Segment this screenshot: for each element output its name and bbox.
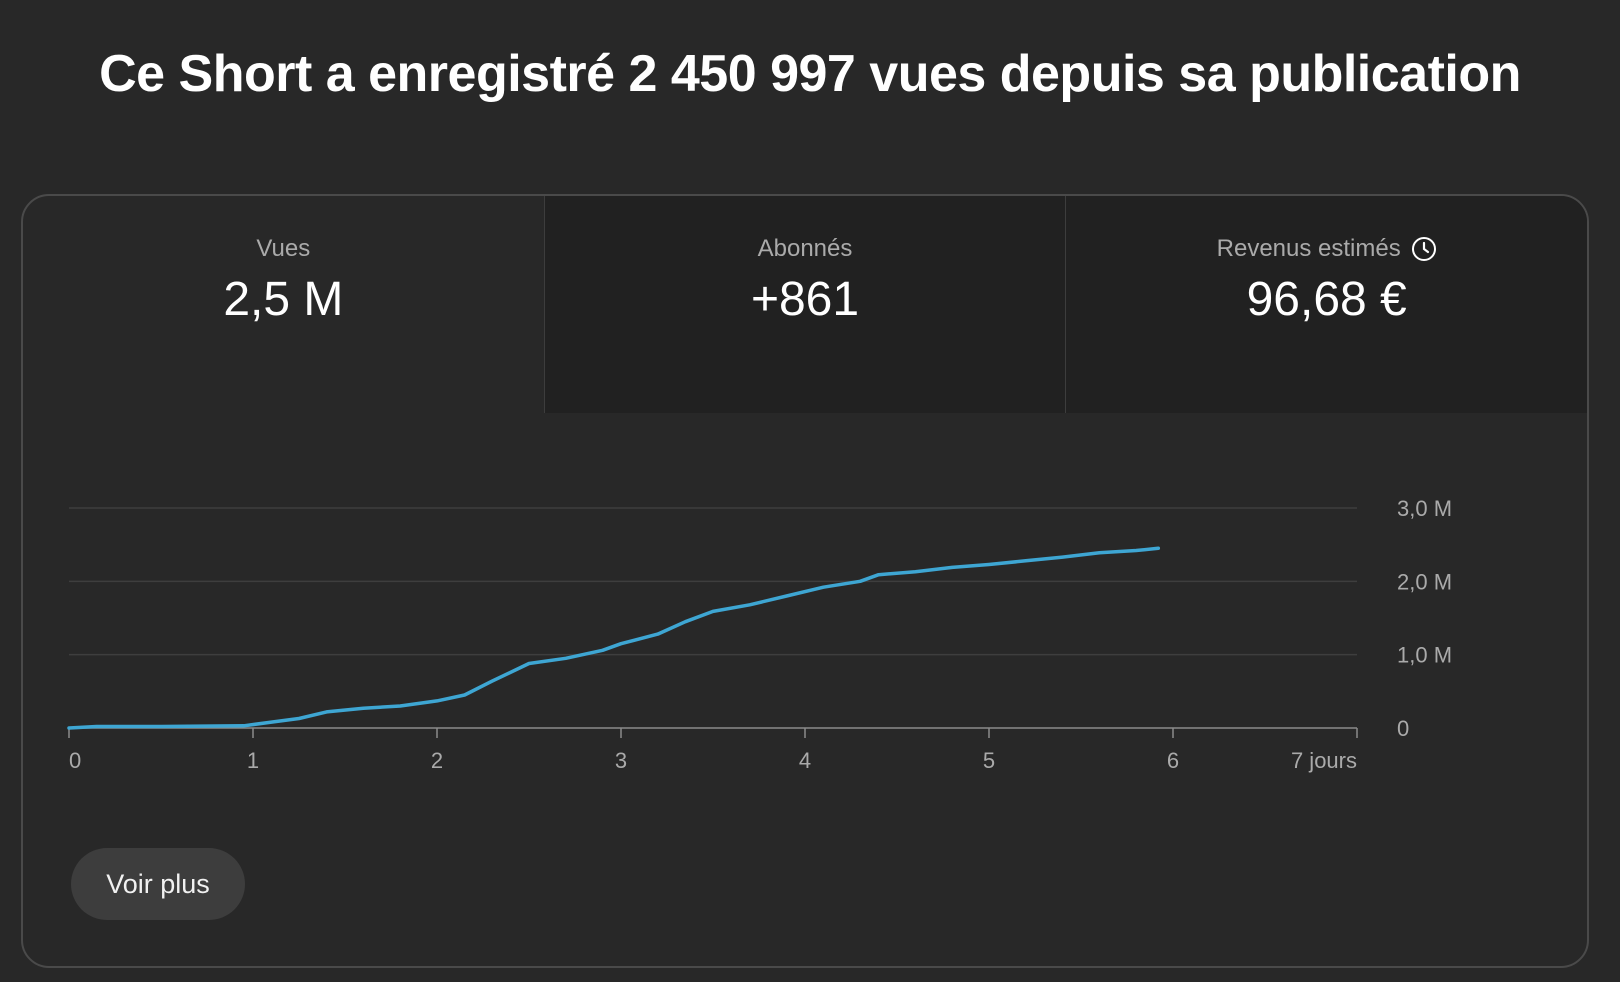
x-tick-label: 1 — [247, 748, 259, 773]
tab-subscribers[interactable]: Abonnés +861 — [543, 196, 1066, 413]
tab-revenue-value: 96,68 € — [1246, 273, 1407, 326]
tab-views[interactable]: Vues 2,5 M — [23, 196, 544, 413]
y-tick-label: 2,0 M — [1397, 569, 1452, 594]
x-tick-label: 7 jours — [1291, 748, 1357, 773]
analytics-card: Vues 2,5 M Abonnés +861 Revenus estimés — [21, 194, 1589, 968]
x-tick-label: 0 — [69, 748, 81, 773]
metric-tabs: Vues 2,5 M Abonnés +861 Revenus estimés — [23, 196, 1587, 413]
views-chart: 0 1,0 M 2,0 M 3,0 M 0 1 2 3 4 5 6 7 jours — [23, 196, 1587, 966]
tab-views-value: 2,5 M — [223, 273, 344, 326]
x-tick-label: 4 — [799, 748, 811, 773]
clock-icon[interactable] — [1411, 236, 1437, 262]
tab-views-label: Vues — [256, 235, 311, 262]
tab-subscribers-label: Abonnés — [757, 235, 853, 262]
x-tick-label: 5 — [983, 748, 995, 773]
chart-svg: 0 1,0 M 2,0 M 3,0 M 0 1 2 3 4 5 6 7 jours — [67, 496, 1452, 773]
tab-revenue-label: Revenus estimés — [1216, 235, 1401, 262]
see-more-button[interactable]: Voir plus — [71, 848, 245, 920]
x-tick-label: 3 — [615, 748, 627, 773]
page-title: Ce Short a enregistré 2 450 997 vues dep… — [99, 45, 1521, 103]
tab-subscribers-value: +861 — [750, 273, 860, 326]
views-series-line — [67, 546, 1161, 730]
x-tick-label: 2 — [431, 748, 443, 773]
y-tick-label: 1,0 M — [1397, 643, 1452, 668]
y-tick-label: 3,0 M — [1397, 496, 1452, 521]
y-tick-label: 0 — [1397, 716, 1409, 741]
x-tick-label: 6 — [1167, 748, 1179, 773]
tab-revenue-label-row: Revenus estimés — [1066, 234, 1587, 264]
tab-revenue[interactable]: Revenus estimés 96,68 € — [1065, 196, 1587, 413]
